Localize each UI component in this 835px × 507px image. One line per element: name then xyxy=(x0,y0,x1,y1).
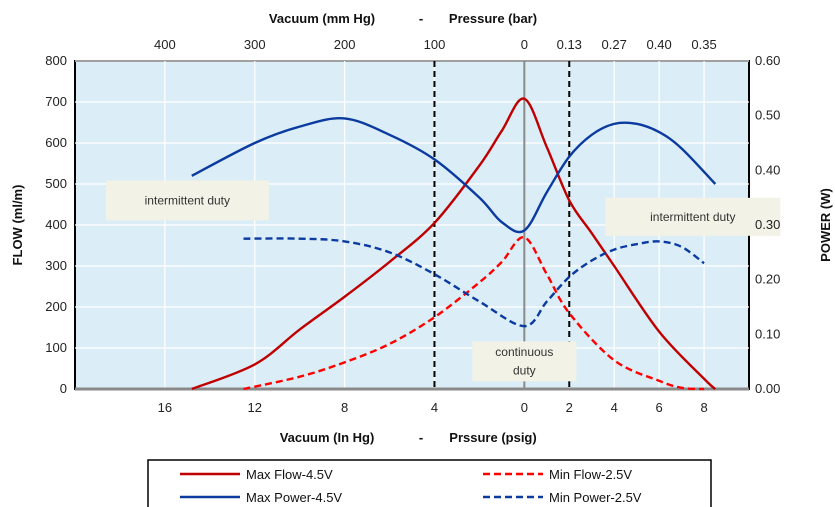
left-tick-label: 300 xyxy=(45,258,67,273)
top-tick-label: 0.40 xyxy=(646,37,671,52)
top-tick-label: 400 xyxy=(154,37,176,52)
right-tick-label: 0.50 xyxy=(755,108,780,123)
legend-label: Max Flow-4.5V xyxy=(246,467,333,482)
bottom-tick-label: 8 xyxy=(700,400,707,415)
left-tick-label: 100 xyxy=(45,340,67,355)
series-group xyxy=(191,97,717,391)
left-tick-label: 600 xyxy=(45,135,67,150)
legend-label: Min Flow-2.5V xyxy=(549,467,632,482)
annotation-text: intermittent duty xyxy=(650,210,735,224)
left-tick-label: 700 xyxy=(45,94,67,109)
annotation-box xyxy=(605,197,781,236)
bottom-tick-label: 0 xyxy=(521,400,528,415)
series-line-2 xyxy=(191,116,717,234)
right-tick-label: 0.20 xyxy=(755,272,780,287)
legend-box xyxy=(147,459,712,507)
right-tick-label: 0.40 xyxy=(755,162,780,177)
left-tick-label: 200 xyxy=(45,299,67,314)
top-x-ticks: 400 300 200 100 0 0.13 0.27 0.40 0.35 xyxy=(154,37,717,52)
bottom-tick-label: 4 xyxy=(611,400,618,415)
left-tick-label: 0 xyxy=(60,381,67,396)
bottom-tick-label: 12 xyxy=(247,400,261,415)
bottom-tick-label: 16 xyxy=(158,400,172,415)
top-tick-label: 0.35 xyxy=(691,37,716,52)
top-axis-title-sep: - xyxy=(419,11,423,26)
bottom-tick-label: 2 xyxy=(566,400,573,415)
legend-label: Min Power-2.5V xyxy=(549,490,642,505)
bottom-x-ticks: 16 12 8 4 0 2 4 6 8 xyxy=(158,400,708,415)
right-tick-label: 0.60 xyxy=(755,53,780,68)
annotations: intermittent duty intermittent duty contin… xyxy=(105,180,781,382)
left-tick-label: 800 xyxy=(45,53,67,68)
bottom-axis-title-right: Prssure (psig) xyxy=(449,430,536,445)
right-tick-label: 0.10 xyxy=(755,326,780,341)
annotation-box xyxy=(472,341,577,382)
top-tick-label: 0.13 xyxy=(557,37,582,52)
bottom-axis-title-left: Vacuum (In Hg) xyxy=(280,430,375,445)
top-tick-label: 0.27 xyxy=(602,37,627,52)
bottom-tick-label: 4 xyxy=(431,400,438,415)
top-tick-label: 300 xyxy=(244,37,266,52)
top-tick-label: 0 xyxy=(521,37,528,52)
bottom-tick-label: 8 xyxy=(341,400,348,415)
top-tick-label: 200 xyxy=(334,37,356,52)
annotation-text: continuous xyxy=(495,345,553,359)
annotation-text: duty xyxy=(513,364,536,378)
series-line-0 xyxy=(191,97,717,391)
bottom-axis-title-sep: - xyxy=(419,430,423,445)
top-axis-title-left: Vacuum (mm Hg) xyxy=(269,11,375,26)
left-tick-label: 500 xyxy=(45,176,67,191)
legend-label: Max Power-4.5V xyxy=(246,490,342,505)
right-axis-title: POWER (W) xyxy=(818,188,833,262)
top-tick-label: 100 xyxy=(424,37,446,52)
left-tick-label: 400 xyxy=(45,217,67,232)
right-y-ticks: 0.00 0.10 0.20 0.30 0.40 0.50 0.60 xyxy=(755,53,780,396)
duty-boundary-lines xyxy=(433,61,571,389)
legend: Max Flow-4.5V Min Flow-2.5V Max Power-4.5V… xyxy=(147,459,712,507)
bottom-tick-label: 6 xyxy=(656,400,663,415)
left-y-ticks: 0 100 200 300 400 500 600 700 800 xyxy=(45,53,67,396)
top-axis-title-right: Pressure (bar) xyxy=(449,11,537,26)
series-line-1 xyxy=(243,236,705,391)
right-tick-label: 0.00 xyxy=(755,381,780,396)
annotation-box xyxy=(105,180,269,221)
left-axis-title: FLOW (ml/m) xyxy=(10,185,25,266)
annotation-text: intermittent duty xyxy=(145,193,230,207)
series-line-3 xyxy=(243,237,705,328)
right-tick-label: 0.30 xyxy=(755,217,780,232)
zero-axis xyxy=(75,61,749,391)
